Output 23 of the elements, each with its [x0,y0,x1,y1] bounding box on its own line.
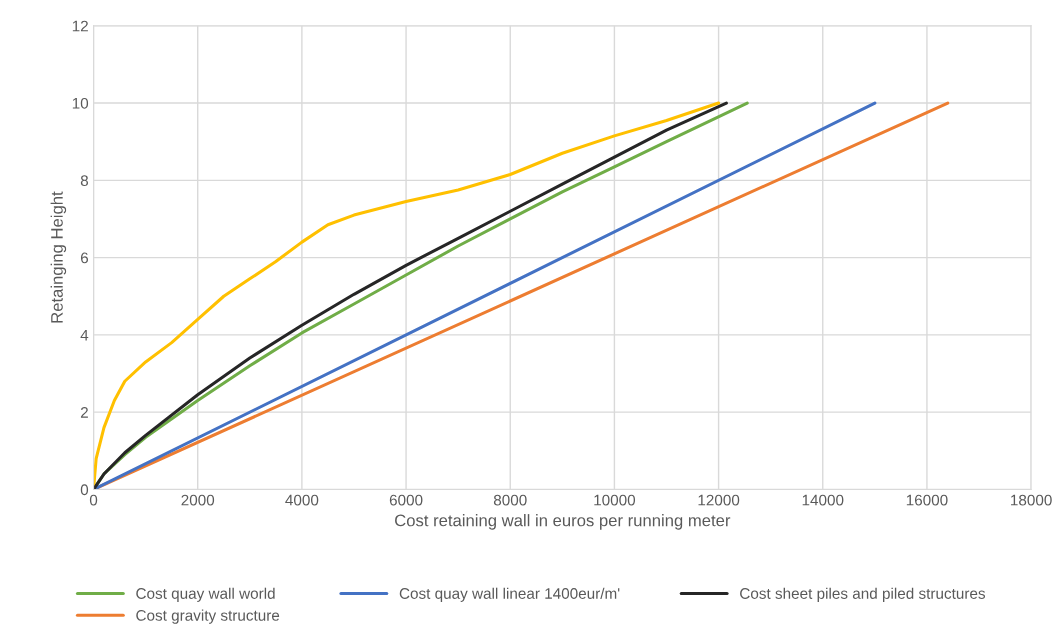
y-tick-label: 4 [80,329,89,341]
legend-label: Cost quay wall linear 1400eur/m' [399,587,620,602]
y-tick-label: 0 [80,484,89,496]
x-tick-label: 16000 [906,494,948,506]
x-tick-label: 18000 [1011,494,1052,506]
x-tick-label: 2000 [181,494,215,506]
x-tick-label: 8000 [493,494,527,506]
y-axis-title: Retainging Height [50,191,67,323]
y-tick-label: 10 [72,97,89,109]
x-tick-label: 6000 [389,494,423,506]
x-axis-title: Cost retaining wall in euros per running meter [395,514,731,530]
y-tick-label: 12 [72,20,88,32]
y-tick-label: 8 [80,175,89,187]
x-tick-label: 0 [89,494,98,506]
x-tick-label: 12000 [698,494,740,506]
legend-label: Cost sheet piles and piled structures [740,587,986,602]
y-tick-label: 2 [80,407,88,418]
x-tick-label: 14000 [802,494,844,506]
legend-label: Cost quay wall world [136,587,275,602]
y-tick-label: 6 [80,252,89,264]
x-tick-label: 10000 [594,494,636,506]
legend-label: Cost gravity structure [136,609,280,624]
x-tick-label: 4000 [285,494,319,506]
